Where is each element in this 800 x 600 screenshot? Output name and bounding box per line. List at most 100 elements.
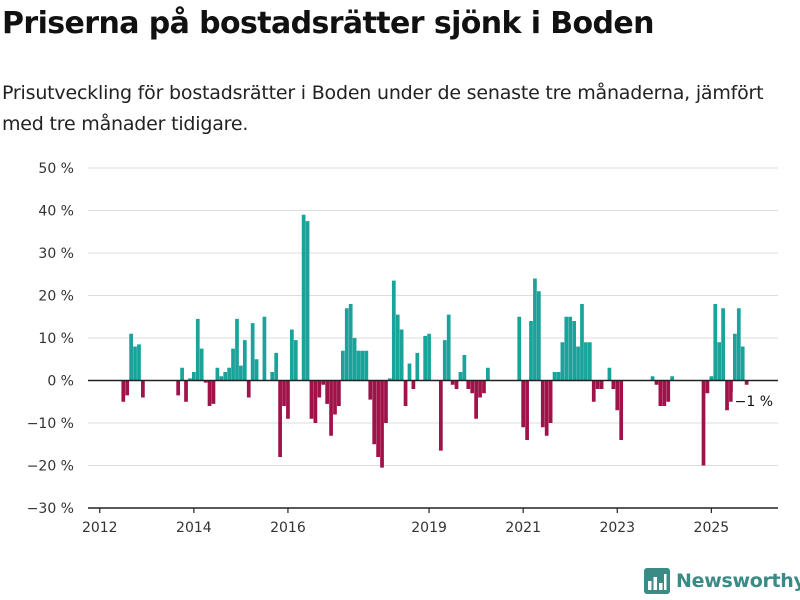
bar: [344, 308, 349, 381]
x-axis-ticks: 2012 2014 2016 2019 2021 2023 2025: [82, 508, 729, 536]
bar: [560, 342, 565, 381]
bar: [211, 380, 216, 404]
x-tick-label: 2019: [411, 520, 447, 536]
bar: [262, 316, 267, 381]
newsworthy-logo: Newsworthy: [644, 568, 800, 594]
bar: [333, 380, 337, 415]
bar: [235, 318, 239, 381]
bar: [184, 380, 188, 402]
bar: [176, 380, 181, 396]
bar: [321, 380, 326, 385]
bar-chart-logo-icon: [644, 568, 670, 594]
bar: [458, 372, 463, 381]
x-tick-label: 2023: [599, 520, 635, 536]
bar: [717, 342, 722, 381]
bar: [141, 380, 145, 398]
x-tick-label: 2025: [694, 520, 730, 536]
bar: [301, 214, 306, 381]
bar: [403, 380, 408, 406]
x-tick-label: 2012: [82, 520, 118, 536]
bar: [525, 380, 529, 440]
bar: [611, 380, 616, 389]
bar: [446, 314, 451, 381]
x-tick-label: 2021: [505, 520, 541, 536]
bar: [729, 380, 733, 402]
bar: [619, 380, 624, 440]
bar: [286, 380, 290, 419]
bar: [242, 340, 247, 381]
bar: [180, 367, 184, 381]
bar: [662, 380, 667, 406]
bar: [658, 380, 663, 406]
bar: [552, 372, 557, 381]
bar: [219, 376, 224, 381]
gridlines: [88, 167, 778, 509]
bar: [325, 380, 330, 404]
bar: [591, 380, 596, 402]
bar: [305, 221, 310, 381]
bar: [521, 380, 526, 428]
bar: [215, 367, 220, 381]
bar: [427, 333, 431, 381]
bars: [121, 214, 749, 468]
bar: [203, 380, 208, 383]
bar: [462, 355, 467, 381]
bar: [239, 365, 243, 381]
bar: [384, 380, 388, 423]
bar: [595, 380, 600, 389]
bar: [517, 316, 522, 381]
bar: [223, 372, 228, 381]
bar: [415, 352, 420, 381]
brand-name: Newsworthy: [676, 570, 800, 592]
latest-value-label: −1 %: [735, 394, 773, 410]
bar: [474, 380, 478, 419]
bar: [282, 380, 286, 406]
bar: [442, 340, 447, 381]
bar: [450, 380, 455, 385]
bar: [278, 380, 282, 457]
bar: [188, 378, 192, 381]
bar: [395, 314, 400, 381]
bar: [599, 380, 604, 389]
bar: [368, 380, 373, 400]
bar: [364, 350, 369, 381]
bar: [250, 323, 255, 381]
bar: [231, 348, 235, 381]
bar: [536, 291, 541, 381]
y-tick-label: −30 %: [27, 501, 74, 517]
bar: [736, 308, 741, 381]
bar: [486, 367, 490, 381]
bar: [548, 380, 553, 423]
axes: [88, 379, 778, 509]
bar: [580, 304, 584, 381]
bar: [478, 380, 482, 398]
bar: [470, 380, 475, 394]
y-tick-label: 30 %: [38, 246, 74, 262]
bar: [733, 333, 737, 381]
bar: [576, 346, 580, 381]
y-tick-label: −20 %: [27, 459, 74, 475]
x-tick-label: 2016: [270, 520, 306, 536]
bar: [399, 329, 404, 381]
bar: [454, 380, 459, 389]
bar: [654, 380, 659, 385]
bar: [340, 350, 345, 381]
bar: [607, 367, 612, 381]
bar: [270, 372, 275, 381]
bar: [466, 380, 471, 389]
bar: [540, 380, 545, 428]
bar: [356, 350, 361, 381]
bar: [125, 380, 130, 396]
latest-value-label-bg: [732, 392, 777, 410]
bar: [376, 380, 380, 457]
page-title: Priserna på bostadsrätter sjönk i Boden: [2, 6, 655, 41]
bar: [568, 316, 573, 381]
bar: [709, 376, 714, 381]
bar: [666, 380, 671, 402]
bar: [227, 367, 231, 381]
bar: [133, 346, 137, 381]
y-tick-label: 50 %: [38, 161, 74, 177]
bar: [137, 344, 141, 381]
bar: [438, 380, 443, 451]
bar: [313, 380, 318, 423]
